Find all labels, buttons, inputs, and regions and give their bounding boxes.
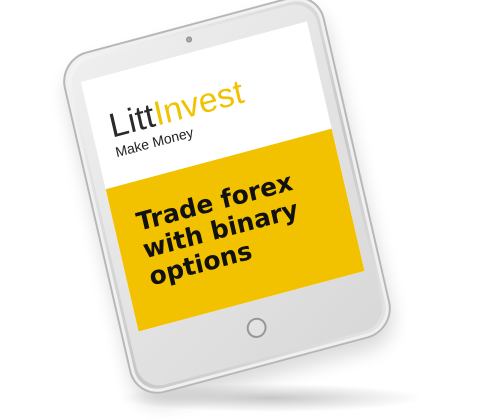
tablet-device: LittInvest Make Money Trade forex with b… (57, 0, 397, 401)
home-button-icon (244, 315, 269, 341)
tablet-screen: LittInvest Make Money Trade forex with b… (80, 21, 365, 332)
promo-headline: Trade forex with binary options (133, 167, 301, 292)
camera-icon (185, 35, 193, 44)
brand-logo: LittInvest Make Money (105, 73, 251, 160)
promo-banner: Trade forex with binary options (105, 128, 365, 332)
